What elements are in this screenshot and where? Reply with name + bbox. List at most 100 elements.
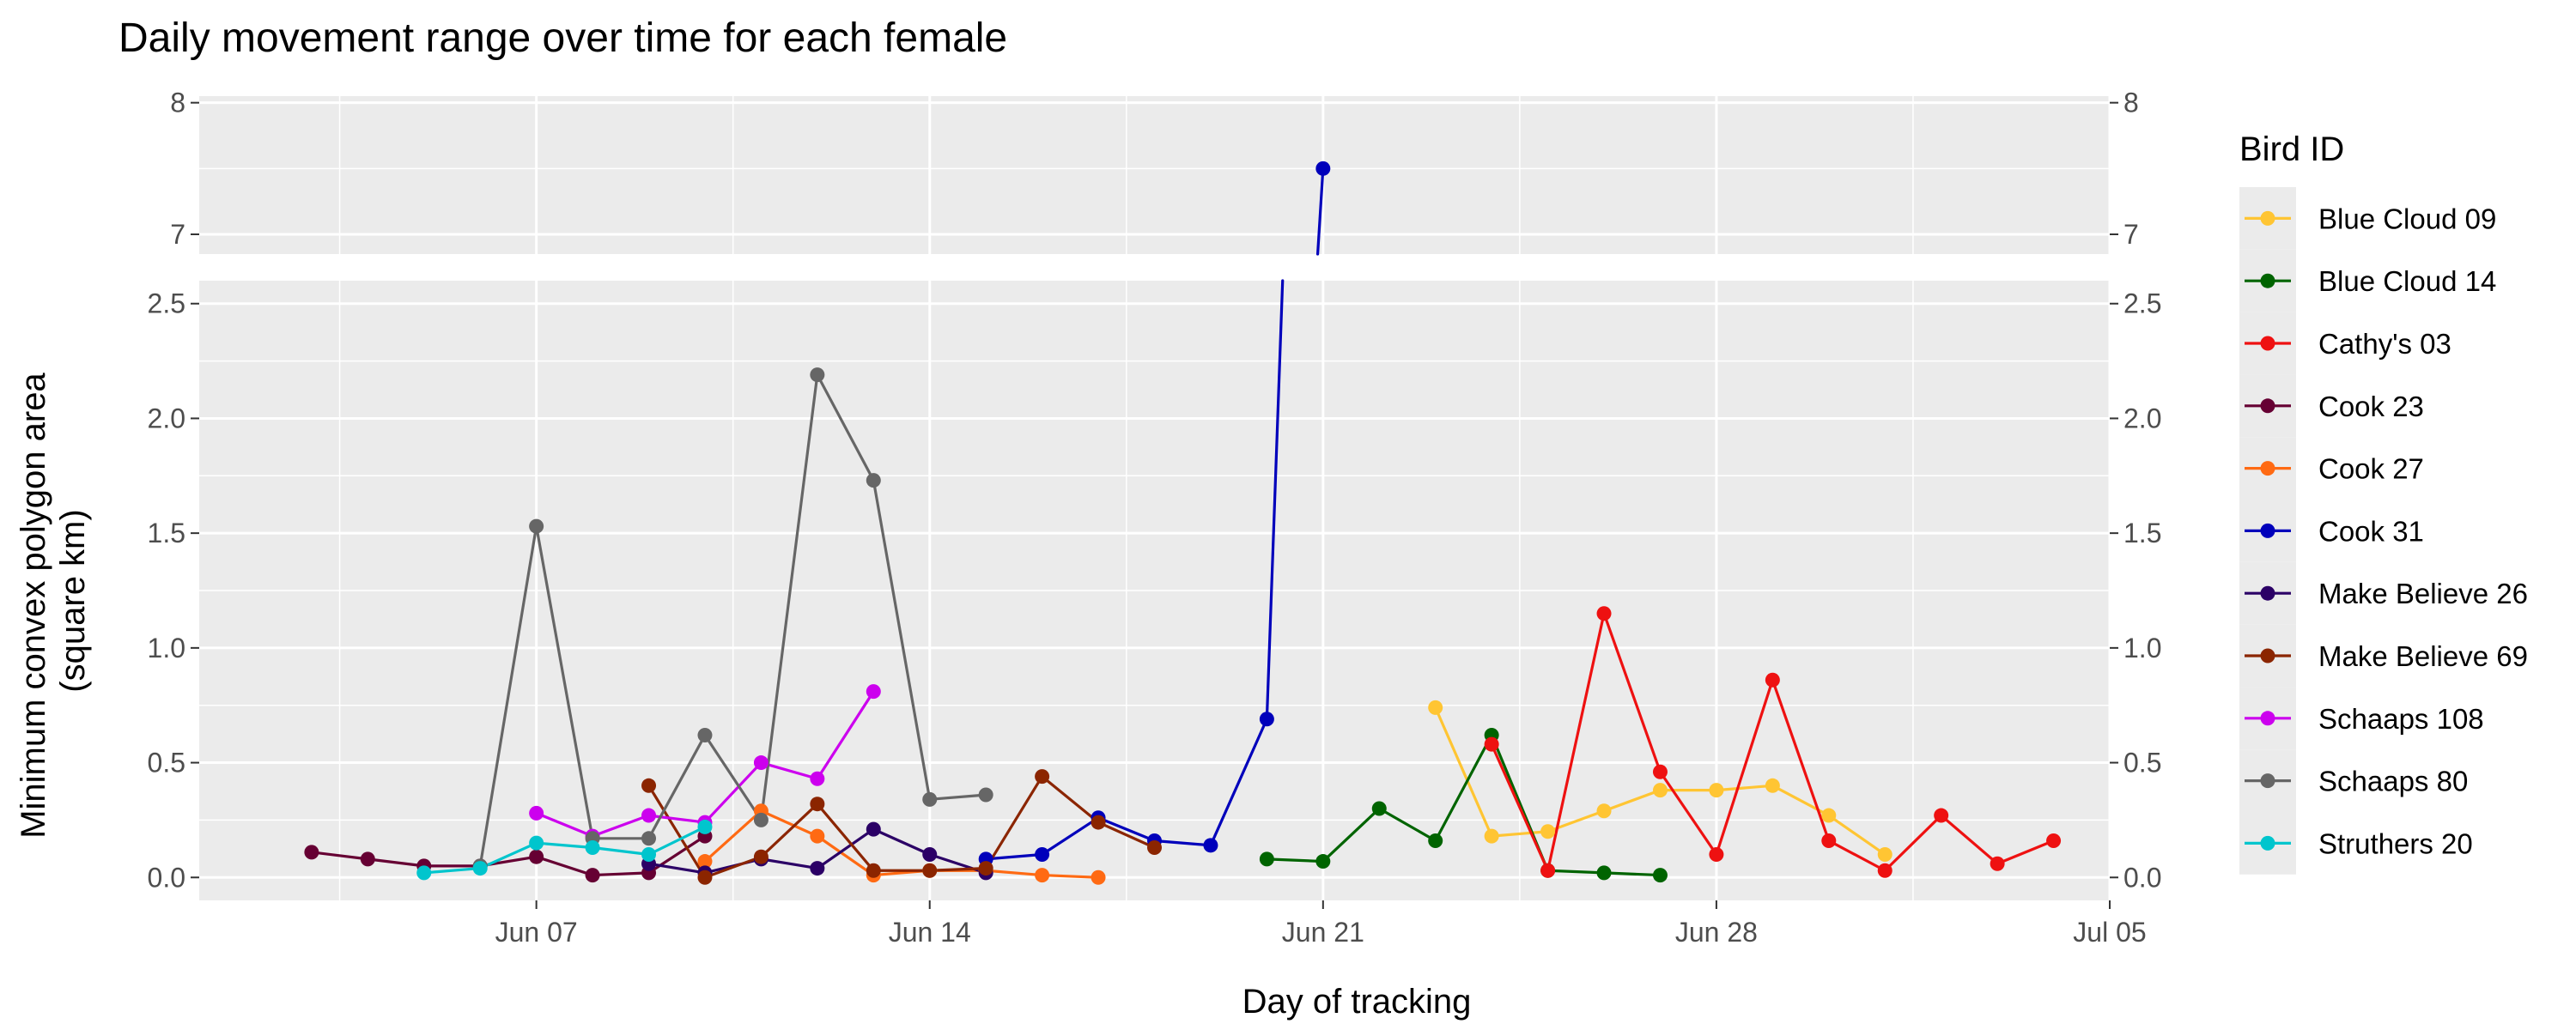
data-point-struthers-20	[472, 861, 488, 876]
data-point-schaaps-108	[641, 808, 657, 823]
data-point-cook-31	[1315, 161, 1331, 176]
data-point-make-believe-69	[753, 849, 769, 864]
series-line-blue-cloud-14	[1377, 807, 1437, 843]
series-line-make-believe-26	[647, 862, 707, 875]
data-point-blue-cloud-09	[1765, 778, 1780, 793]
legend-key-point-schaaps-80	[2260, 773, 2275, 789]
data-point-blue-cloud-09	[1821, 808, 1837, 823]
y-tick-label-left: 1.5	[148, 518, 185, 548]
x-tick-label: Jul 05	[2073, 917, 2146, 948]
series-line-cook-31	[1097, 816, 1157, 843]
legend-key-point-blue-cloud-09	[2260, 210, 2275, 226]
data-point-struthers-20	[529, 835, 544, 851]
data-point-struthers-20	[416, 865, 432, 881]
data-point-cathy-s-03	[1821, 833, 1837, 848]
series-line-struthers-20	[535, 841, 594, 850]
data-point-cathy-s-03	[1484, 736, 1499, 752]
series-line-cook-31	[984, 852, 1044, 861]
data-point-schaaps-80	[641, 831, 657, 846]
data-point-cathy-s-03	[1765, 672, 1780, 688]
data-point-cook-31	[1203, 838, 1218, 853]
data-point-blue-cloud-14	[1315, 854, 1331, 869]
y-axis-title-line-1: Minimum convex polygon area	[15, 373, 52, 839]
legend-label-make-believe-26: Make Believe 26	[2318, 578, 2528, 609]
legend-label-cook-27: Cook 27	[2318, 453, 2424, 485]
series-line-cook-23	[310, 851, 369, 861]
series-line-schaaps-80	[703, 733, 763, 822]
series-line-cook-27	[816, 834, 875, 877]
series-line-cook-31	[1265, 279, 1285, 721]
series-line-make-believe-69	[984, 774, 1044, 870]
series-line-cathy-s-03	[1658, 770, 1718, 857]
series-line-cook-23	[535, 855, 594, 877]
data-point-blue-cloud-09	[1484, 828, 1499, 844]
data-point-blue-cloud-09	[1596, 803, 1612, 819]
legend: Blue Cloud 09 Blue Cloud 14 Cathy's 03 Cook…	[2239, 187, 2528, 875]
legend-title: Bird ID	[2239, 130, 2344, 168]
data-point-blue-cloud-14	[1596, 865, 1612, 881]
series-line-cathy-s-03	[1996, 839, 2056, 865]
y-axis-title: Minimum convex polygon area (square km)	[15, 363, 92, 839]
data-point-cathy-s-03	[1990, 856, 2005, 871]
y-tick-label-right: 8	[2123, 88, 2139, 118]
data-point-make-believe-69	[1147, 839, 1162, 855]
series-line-make-believe-69	[647, 784, 707, 879]
data-point-make-believe-26	[810, 861, 825, 876]
data-point-cook-31	[1259, 712, 1274, 727]
series-line-make-believe-69	[1097, 821, 1157, 850]
data-point-cook-23	[529, 849, 544, 864]
y-tick-label-left: 2.5	[148, 288, 185, 319]
data-point-blue-cloud-09	[1428, 700, 1443, 715]
series-line-schaaps-108	[816, 690, 875, 780]
series-line-schaaps-80	[478, 524, 538, 868]
series-line-cook-31	[1041, 816, 1100, 857]
data-point-schaaps-108	[810, 771, 825, 786]
data-point-cook-27	[1091, 869, 1106, 885]
series-line-cook-23	[366, 857, 426, 868]
series-line-make-believe-69	[1041, 774, 1100, 824]
data-point-schaaps-80	[529, 518, 544, 534]
data-point-schaaps-80	[810, 367, 825, 383]
legend-label-schaaps-80: Schaaps 80	[2318, 766, 2468, 797]
data-point-blue-cloud-09	[1709, 783, 1724, 798]
data-point-schaaps-80	[866, 473, 881, 488]
series-line-struthers-20	[422, 866, 482, 875]
y-tick-label-right: 7	[2123, 219, 2139, 250]
series-line-cook-23	[647, 834, 707, 875]
series-line-schaaps-108	[591, 814, 651, 838]
series-line-schaaps-80	[928, 793, 987, 801]
series-line-make-believe-69	[759, 803, 819, 858]
data-point-make-believe-26	[866, 821, 881, 837]
data-point-cook-27	[1035, 868, 1050, 883]
x-tick-label: Jun 07	[495, 917, 578, 948]
series-line-blue-cloud-09	[1715, 784, 1774, 792]
series-line-struthers-20	[478, 841, 538, 870]
x-tick-label: Jun 14	[889, 917, 971, 948]
data-point-cathy-s-03	[1877, 863, 1893, 878]
data-point-schaaps-80	[753, 812, 769, 827]
y-tick-label-right: 0.0	[2123, 862, 2161, 893]
legend-key-point-cook-23	[2260, 398, 2275, 414]
data-point-cathy-s-03	[1934, 808, 1949, 823]
data-point-cook-27	[697, 854, 713, 869]
data-point-cook-23	[304, 845, 319, 860]
legend-label-schaaps-108: Schaaps 108	[2318, 703, 2484, 735]
legend-key-point-cathy-s-03	[2260, 336, 2275, 351]
data-point-blue-cloud-09	[1540, 824, 1556, 839]
series-points	[304, 161, 2062, 885]
data-point-cathy-s-03	[1540, 863, 1556, 878]
series-line-blue-cloud-09	[1827, 814, 1886, 857]
series-line-schaaps-80	[759, 373, 819, 822]
legend-key-point-blue-cloud-14	[2260, 273, 2275, 288]
series-line-cathy-s-03	[1827, 839, 1886, 872]
y-tick-label-left: 8	[170, 88, 185, 118]
series-line-blue-cloud-09	[1490, 830, 1550, 838]
data-point-cathy-s-03	[1596, 606, 1612, 621]
legend-label-blue-cloud-14: Blue Cloud 14	[2318, 265, 2496, 297]
y-tick-label-right: 2.5	[2123, 288, 2161, 319]
series-line-schaaps-80	[816, 373, 875, 482]
data-point-cathy-s-03	[2046, 833, 2062, 848]
data-point-schaaps-80	[697, 727, 713, 742]
series-line-make-believe-69	[816, 803, 875, 872]
